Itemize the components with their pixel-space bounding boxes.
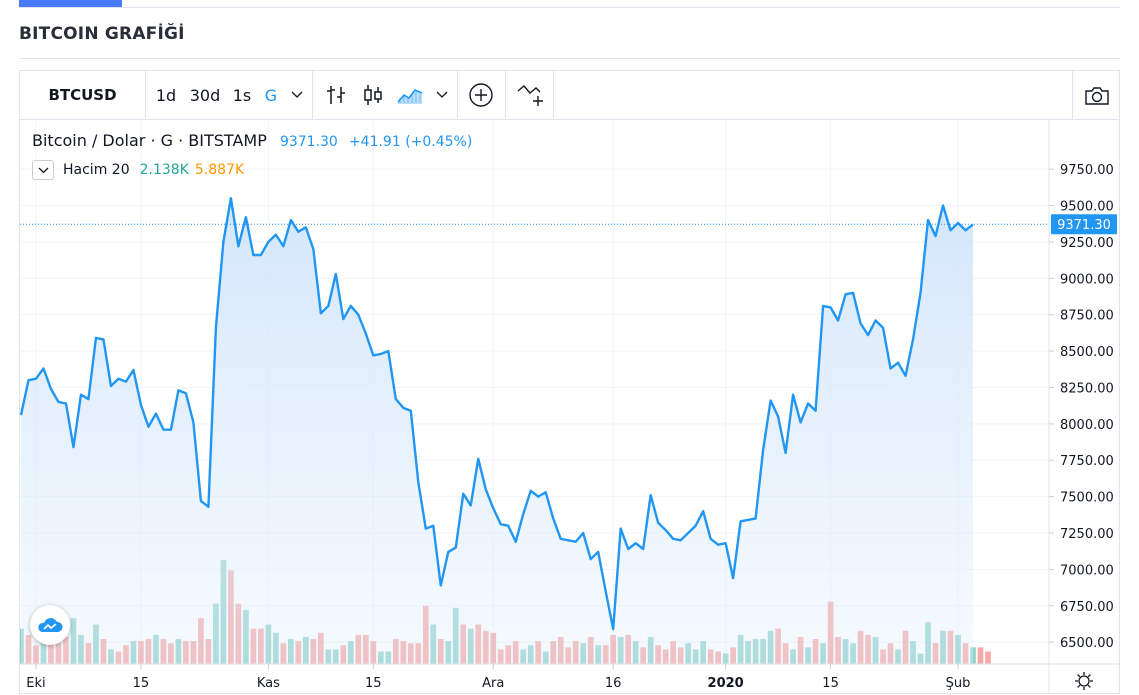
volume-bar (985, 651, 991, 664)
toolbar-separator (1072, 71, 1073, 119)
page-title: BITCOIN GRAFİĞİ (19, 24, 185, 44)
price-axis[interactable]: 9750.00 9500.00 9250.00 9000.00 8750.00 8500.… (1049, 163, 1114, 651)
price-tick-label: 8750.00 (1060, 309, 1114, 324)
chart-toolbar: BTCUSD 1d 30d 1s G (20, 71, 1119, 120)
chart-style-menu-button[interactable] (430, 71, 454, 119)
time-tick-label: 16 (605, 676, 622, 691)
price-tick-label: 6500.00 (1060, 636, 1114, 651)
add-indicator-icon (469, 83, 493, 107)
time-axis[interactable]: Eki 15 Kas 15 Ara 16 2020 15 Şub (26, 664, 970, 691)
price-chart[interactable]: 9750.00 9500.00 9250.00 9000.00 8750.00 8500.… (20, 120, 1121, 694)
toolbar-separator (505, 71, 506, 119)
time-tick-label: Ara (482, 676, 504, 691)
legend-toggle-button[interactable] (32, 160, 54, 180)
symbol-label: BTCUSD (48, 86, 117, 104)
settings-button[interactable] (1075, 672, 1093, 690)
interval-g-button[interactable]: G (259, 71, 283, 119)
time-tick-label: 15 (822, 676, 839, 691)
chevron-down-icon (436, 91, 448, 98)
snapshot-button[interactable] (1073, 71, 1120, 119)
settings-icon (1078, 675, 1090, 687)
price-tick-label: 9750.00 (1060, 163, 1114, 178)
cloud-logo-icon (38, 618, 63, 632)
last-price-badge: 9371.30 (1051, 214, 1117, 235)
title-divider (19, 58, 1120, 59)
compare-icon (517, 85, 543, 106)
price-tick-label: 9250.00 (1060, 236, 1114, 251)
interval-1d-button[interactable]: 1d (150, 71, 182, 119)
volume-bar (977, 647, 984, 664)
series-legend: Bitcoin / Dolar · G · BITSTAMP 9371.30 +… (32, 131, 472, 150)
price-tick-label: 9000.00 (1060, 272, 1114, 287)
time-tick-label: Kas (257, 676, 280, 691)
price-tick-label: 6750.00 (1060, 600, 1114, 615)
camera-icon (1084, 87, 1109, 105)
toolbar-separator (457, 71, 458, 119)
last-price: 9371.30 (279, 134, 338, 150)
price-area (21, 198, 973, 664)
interval-g-label: G (264, 85, 278, 105)
volume-value: 2.138K (139, 162, 189, 178)
interval-1s-label: 1s (232, 85, 252, 105)
candles-style-button[interactable] (357, 71, 389, 119)
area-style-button[interactable] (393, 71, 427, 119)
toolbar-separator (145, 71, 146, 119)
bars-style-button[interactable] (320, 71, 352, 119)
symbol-search-button[interactable]: BTCUSD (20, 71, 145, 119)
series-name: Bitcoin / Dolar · G · BITSTAMP (32, 131, 267, 150)
area-style-icon (397, 89, 423, 104)
price-tick-label: 7500.00 (1060, 491, 1114, 506)
price-tick-label: 8000.00 (1060, 418, 1114, 433)
interval-1d-label: 1d (155, 85, 177, 105)
toolbar-separator (312, 71, 313, 119)
interval-30d-label: 30d (189, 85, 221, 105)
volume-legend: Hacim 20 2.138K 5.887K (32, 159, 244, 181)
time-tick-label: 2020 (708, 676, 744, 691)
top-divider (19, 7, 1120, 8)
price-tick-label: 8250.00 (1060, 381, 1114, 396)
tab-indicator (19, 0, 122, 8)
price-tick-label: 9500.00 (1060, 200, 1114, 215)
toolbar-separator (553, 71, 554, 119)
last-price-label: 9371.30 (1057, 218, 1111, 233)
chevron-down-icon (291, 91, 303, 98)
price-tick-label: 7250.00 (1060, 527, 1114, 542)
interval-30d-button[interactable]: 30d (185, 71, 225, 119)
bar-style-icon (327, 86, 345, 104)
interval-menu-button[interactable] (285, 71, 309, 119)
chart-widget: BTCUSD 1d 30d 1s G (19, 70, 1121, 694)
price-change: +41.91 (+0.45%) (348, 134, 473, 150)
candle-style-icon (364, 85, 382, 105)
time-tick-label: Eki (26, 676, 45, 691)
volume-indicator-name: Hacim 20 (63, 162, 130, 178)
time-tick-label: Şub (946, 676, 971, 691)
time-tick-label: 15 (133, 676, 150, 691)
compare-button[interactable] (510, 71, 552, 119)
price-tick-label: 8500.00 (1060, 345, 1114, 360)
price-tick-label: 7750.00 (1060, 454, 1114, 469)
add-indicator-button[interactable] (461, 71, 501, 119)
price-line (20, 197, 974, 631)
interval-1s-button[interactable]: 1s (227, 71, 257, 119)
time-tick-label: 15 (365, 676, 382, 691)
price-tick-label: 7000.00 (1060, 563, 1114, 578)
chevron-down-icon (38, 167, 48, 173)
volume-ma-value: 5.887K (194, 162, 245, 178)
tradingview-logo-button[interactable] (30, 605, 70, 645)
